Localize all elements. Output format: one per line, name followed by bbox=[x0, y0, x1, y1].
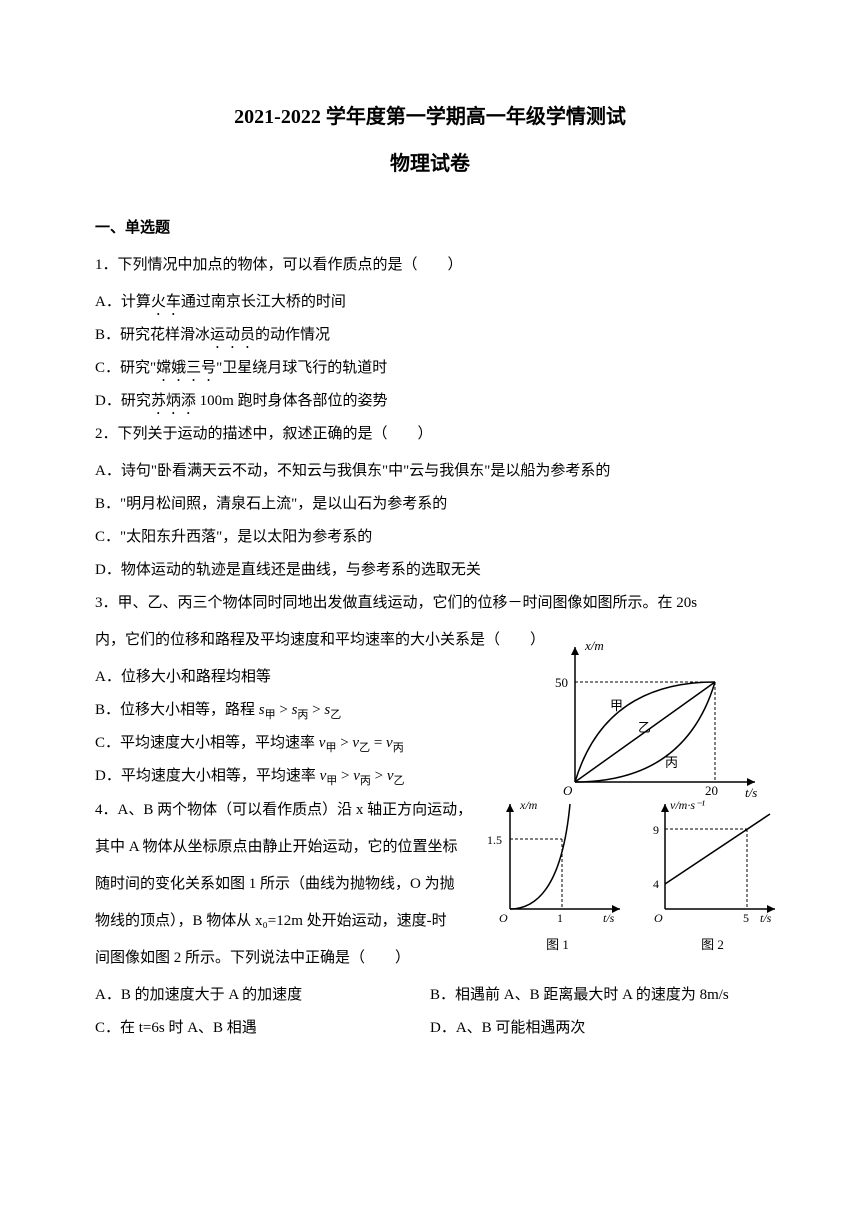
q2-optC: C．"太阳东升西落"，是以太阳为参考系的 bbox=[95, 521, 765, 554]
q1a-pre: A．计算 bbox=[95, 294, 151, 310]
q3-stem1: 3．甲、乙、丙三个物体同时同地出发做直线运动，它们的位移－时间图像如图所示。在 … bbox=[95, 587, 765, 620]
q1-stem: 1．下列情况中加点的物体，可以看作质点的是（ ） bbox=[95, 249, 765, 282]
q4-l5: 间图像如图 2 所示。下列说法中正确是（ ） bbox=[95, 942, 490, 975]
q3d-m2: v bbox=[353, 768, 360, 784]
g2-xl: t/s bbox=[760, 911, 772, 925]
q4-container: 4．A、B 两个物体（可以看作质点）沿 x 轴正方向运动， 其中 A 物体从坐标… bbox=[95, 794, 765, 1045]
title-main: 2021-2022 学年度第一学期高一年级学情测试 bbox=[95, 100, 765, 129]
q1-optC: C．研究"嫦娥三号"卫星绕月球飞行的轨道时 bbox=[95, 352, 765, 385]
q4-text-wrap: 4．A、B 两个物体（可以看作质点）沿 x 轴正方向运动， 其中 A 物体从坐标… bbox=[95, 794, 490, 975]
q4-graph2: 4 9 5 O t/s v/m·s⁻¹ 图 2 bbox=[640, 794, 785, 954]
g1-x: 1 bbox=[557, 911, 563, 925]
q1a-post: 通过南京长江大桥的时间 bbox=[181, 294, 346, 310]
q3d-m3: v bbox=[387, 768, 394, 784]
g1-o: O bbox=[499, 911, 508, 925]
q3d-s3: 乙 bbox=[394, 775, 405, 787]
q3d-s2: 丙 bbox=[360, 775, 371, 787]
q4-row1: A．B 的加速度大于 A 的加速度 B．相遇前 A、B 距离最大时 A 的速度为… bbox=[95, 979, 765, 1012]
q1-optA: A．计算火车通过南京长江大桥的时间 bbox=[95, 286, 765, 319]
q1c-post: "卫星绕月球飞行的轨道时 bbox=[216, 360, 387, 376]
q4-optB: B．相遇前 A、B 距离最大时 A 的速度为 8m/s bbox=[430, 979, 765, 1012]
q3c-s2: 乙 bbox=[359, 742, 370, 754]
q4-l4: 物线的顶点），B 物体从 x₀=12m 处开始运动，速度-时 bbox=[95, 905, 490, 938]
q4-optC: C．在 t=6s 时 A、B 相遇 bbox=[95, 1012, 430, 1045]
q4-row2: C．在 t=6s 时 A、B 相遇 D．A、B 可能相遇两次 bbox=[95, 1012, 765, 1045]
q4-l2: 其中 A 物体从坐标原点由静止开始运动，它的位置坐标 bbox=[95, 831, 490, 864]
q1b-post: 的动作情况 bbox=[255, 327, 330, 343]
q3c-s3: 丙 bbox=[393, 742, 404, 754]
q3b-s3: 乙 bbox=[330, 709, 341, 721]
q3b-s1: 甲 bbox=[265, 709, 276, 721]
q3-yi: 乙 bbox=[638, 720, 651, 735]
q1a-dot: 火车 bbox=[151, 294, 181, 310]
q1d-pre: D．研究 bbox=[95, 393, 151, 409]
q3-bing: 丙 bbox=[665, 755, 678, 770]
q4-l3: 随时间的变化关系如图 1 所示（曲线为抛物线，O 为抛 bbox=[95, 868, 490, 901]
q4-l1: 4．A、B 两个物体（可以看作质点）沿 x 轴正方向运动， bbox=[95, 794, 490, 827]
q4-optA: A．B 的加速度大于 A 的加速度 bbox=[95, 979, 430, 1012]
q1b-pre: B．研究花样滑冰 bbox=[95, 327, 210, 343]
title-sub: 物理试卷 bbox=[95, 147, 765, 176]
q4-graph1: 1.5 1 O t/s x/m 图 1 bbox=[485, 794, 630, 954]
g1-xl: t/s bbox=[603, 911, 615, 925]
q3-container: 3．甲、乙、丙三个物体同时同地出发做直线运动，它们的位移－时间图像如图所示。在 … bbox=[95, 587, 765, 794]
graph2-label: 图 2 bbox=[640, 934, 785, 953]
q3-jia: 甲 bbox=[610, 698, 623, 713]
q3-ylabel: x/m bbox=[584, 638, 604, 653]
q1-optB: B．研究花样滑冰运动员的动作情况 bbox=[95, 319, 765, 352]
g2-x5: 5 bbox=[743, 911, 749, 925]
q2-optD: D．物体运动的轨迹是直线还是曲线，与参考系的选取无关 bbox=[95, 554, 765, 587]
q4-optD: D．A、B 可能相遇两次 bbox=[430, 1012, 765, 1045]
q3c-s1: 甲 bbox=[325, 742, 336, 754]
g1-yl: x/m bbox=[519, 798, 538, 812]
q3b-s2: 丙 bbox=[297, 709, 308, 721]
q2-optA: A．诗句"卧看满天云不动，不知云与我俱东"中"云与我俱东"是以船为参考系的 bbox=[95, 455, 765, 488]
q3d-s1: 甲 bbox=[326, 775, 337, 787]
q2-stem: 2．下列关于运动的描述中，叙述正确的是（ ） bbox=[95, 418, 765, 451]
section-heading: 一、单选题 bbox=[95, 216, 765, 237]
q2-optB: B．"明月松间照，清泉石上流"，是以山石为参考系的 bbox=[95, 488, 765, 521]
graph1-label: 图 1 bbox=[485, 934, 630, 953]
q3b-pre: B．位移大小相等，路程 bbox=[95, 702, 259, 718]
q3c-pre: C．平均速度大小相等，平均速率 bbox=[95, 735, 319, 751]
g2-y9: 9 bbox=[653, 823, 659, 837]
q1c-pre: C．研究" bbox=[95, 360, 156, 376]
g1-y: 1.5 bbox=[487, 833, 502, 847]
q3d-pre: D．平均速度大小相等，平均速率 bbox=[95, 768, 320, 784]
g2-o: O bbox=[654, 911, 663, 925]
q3-graph: x/m t/s 50 O 20 甲 乙 丙 bbox=[545, 632, 775, 812]
q3-y50: 50 bbox=[555, 675, 568, 690]
q4-graphs: 1.5 1 O t/s x/m 图 1 4 9 5 O t/s bbox=[485, 794, 785, 954]
q1d-post: 100m 跑时身体各部位的姿势 bbox=[196, 393, 388, 409]
q1b-dot: 运动员 bbox=[210, 327, 255, 343]
q1d-dot: 苏炳添 bbox=[151, 393, 196, 409]
q3c-m3: v bbox=[386, 735, 393, 751]
g2-yl: v/m·s⁻¹ bbox=[670, 798, 705, 812]
g2-y4: 4 bbox=[653, 877, 659, 891]
q1-optD: D．研究苏炳添 100m 跑时身体各部位的姿势 bbox=[95, 385, 765, 418]
q1c-dot: 嫦娥三号 bbox=[156, 360, 216, 376]
